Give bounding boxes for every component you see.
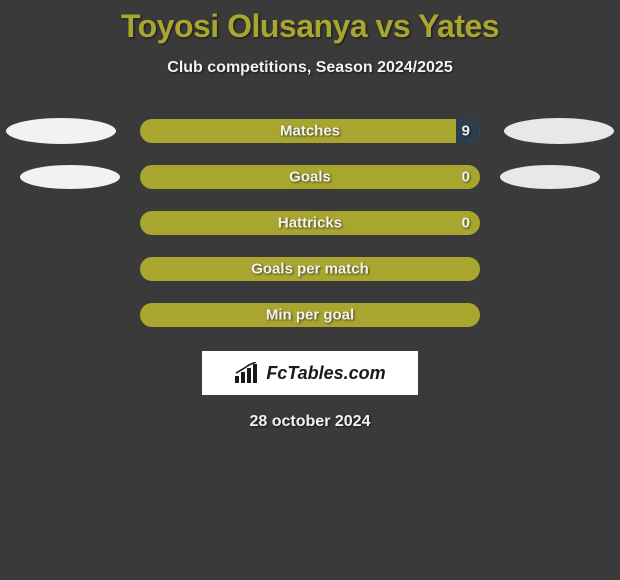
page-title: Toyosi Olusanya vs Yates	[121, 8, 499, 45]
left-ellipse	[6, 118, 116, 144]
logo-text: FcTables.com	[266, 363, 385, 384]
chart-icon	[234, 362, 262, 384]
stat-label: Min per goal	[266, 307, 354, 324]
logo-box: FcTables.com	[202, 351, 418, 395]
stat-bar: Goals 0	[140, 165, 480, 189]
stat-bar: Min per goal	[140, 303, 480, 327]
stat-label: Matches	[280, 123, 340, 140]
comparison-infographic: Toyosi Olusanya vs Yates Club competitio…	[0, 0, 620, 580]
subtitle: Club competitions, Season 2024/2025	[167, 59, 452, 77]
stat-bar: Matches 9	[140, 119, 480, 143]
stat-rows: Matches 9 Goals 0 Hattricks 0 Goals per match M…	[0, 119, 620, 327]
stat-value-right: 9	[462, 123, 470, 140]
stat-value-right: 0	[462, 215, 470, 232]
stat-label: Hattricks	[278, 215, 342, 232]
stat-row: Goals per match	[0, 257, 620, 281]
left-ellipse	[20, 165, 120, 189]
stat-value-right: 0	[462, 169, 470, 186]
right-ellipse	[504, 118, 614, 144]
stat-bar: Goals per match	[140, 257, 480, 281]
right-ellipse	[500, 165, 600, 189]
stat-label: Goals per match	[251, 261, 369, 278]
stat-label: Goals	[289, 169, 331, 186]
stat-bar: Hattricks 0	[140, 211, 480, 235]
stat-row: Hattricks 0	[0, 211, 620, 235]
stat-row: Goals 0	[0, 165, 620, 189]
date-text: 28 october 2024	[250, 413, 371, 431]
stat-row: Min per goal	[0, 303, 620, 327]
stat-row: Matches 9	[0, 119, 620, 143]
